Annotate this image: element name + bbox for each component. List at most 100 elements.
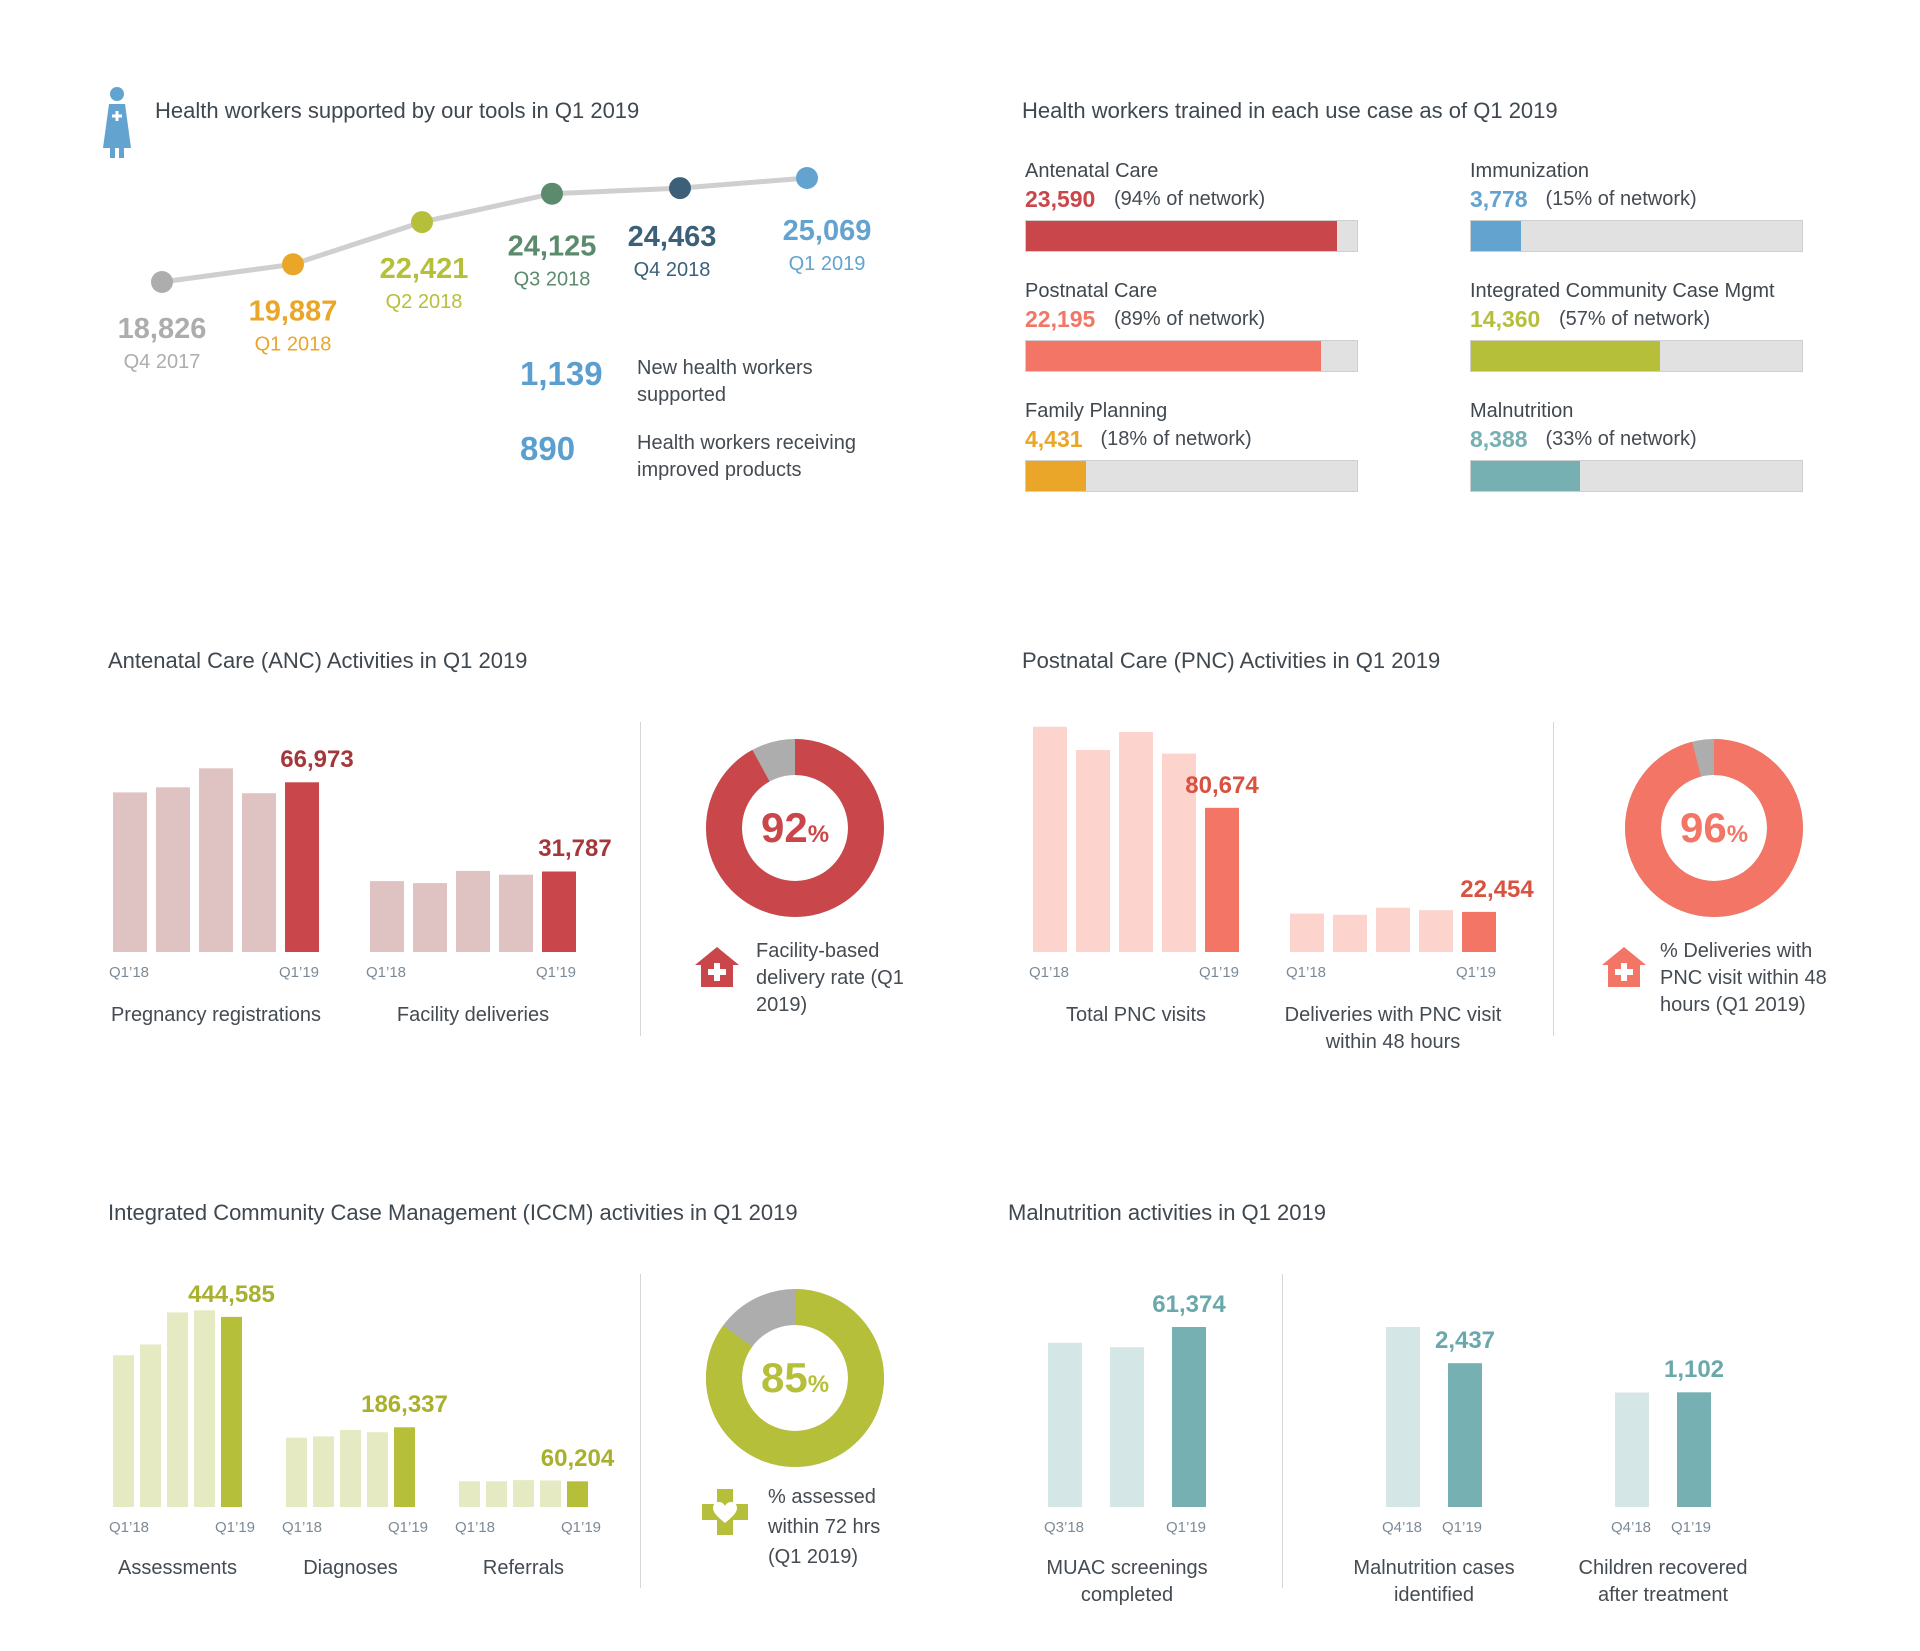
activity-bar [340,1430,361,1507]
anc-divider [640,722,641,1036]
activity-bars [113,768,319,952]
tick-end: Q1’19 [388,1519,429,1536]
new-hw-number: 1,139 [520,355,603,392]
tick-end: Q1’19 [561,1519,602,1536]
use-case-percent: (18% of network) [1100,428,1252,450]
activity-caption: Diagnoses [303,1557,398,1579]
use-case-percent: (94% of network) [1114,188,1266,210]
use-case-name: Immunization [1470,160,1589,182]
activity-bar [285,782,319,952]
tick-start: Q4’18 [1382,1519,1423,1536]
hw-point [282,253,304,276]
donut-note: Facility-based delivery rate (Q1 2019) [756,940,904,1016]
hw-point-value: 18,826 [118,313,207,345]
hw-point [796,167,818,189]
use-case-title: Health workers trained in each use case … [1022,98,1558,123]
use-case-percent: (33% of network) [1545,428,1697,450]
activity-bar [113,1355,134,1507]
activity-bar [459,1481,480,1507]
improved-hw-text: Health workers receiving improved produc… [637,432,856,481]
mal-divider [1282,1274,1283,1588]
activity-bar [1172,1327,1206,1507]
activity-bar [113,792,147,952]
activity-bars [113,1310,242,1507]
tick-end: Q1’19 [1166,1519,1207,1536]
activity-bar [1033,726,1067,952]
activity-bar [486,1481,507,1507]
hw-point-quarter: Q1 2019 [789,253,866,275]
activity-bars [1048,1327,1206,1507]
activity-bar [242,793,276,952]
use-case-name: Integrated Community Case Mgmt [1470,280,1775,302]
donut-percent: 92% [761,804,829,851]
activity-bar [156,787,190,952]
activity-value-label: 2,437 [1434,1327,1496,1355]
donut-percent: 96% [1680,804,1748,851]
use-case-track [1025,340,1358,372]
use-case-fill [1471,341,1660,371]
hw-line-chart: 18,826 Q4 2017 19,887 Q1 2018 22,421 Q2 2018 2… [118,167,871,373]
activity-bar [140,1344,161,1507]
activity-bar [499,874,533,952]
use-case-fill [1471,461,1581,491]
hw-point-quarter: Q4 2017 [124,351,201,373]
activity-caption: Children recovered after treatment [1578,1557,1748,1606]
activity-bar [167,1312,188,1507]
tick-end: Q1’19 [215,1519,256,1536]
activity-bars [1290,907,1496,952]
donut-chart: 96% [1625,739,1803,917]
activity-value-label: 61,374 [1152,1291,1226,1318]
activity-value-label: 1,102 [1663,1356,1725,1384]
activity-bar [542,871,576,952]
activity-bar [513,1480,534,1507]
hw-point [411,211,433,234]
facility-house-icon [1602,947,1646,987]
activity-bar [1048,1342,1082,1507]
activity-value-label: 80,674 [1185,771,1259,799]
activity-bar [1386,1327,1420,1507]
use-case-track [1470,220,1803,252]
activity-value-label: 60,204 [540,1445,615,1473]
activity-caption: Assessments [118,1557,237,1579]
activity-bars [459,1480,588,1507]
use-case-percent: (15% of network) [1545,188,1697,210]
facility-house-icon [695,947,739,987]
activity-bar [1419,910,1453,952]
donut-note: % Deliveries with PNC visit within 48 ho… [1660,940,1827,1016]
activity-bars [1386,1327,1482,1507]
hw-point [151,271,173,293]
activity-value-label: 444,585 [188,1280,275,1308]
activity-value-label: 186,337 [361,1391,448,1419]
activity-caption: Malnutrition cases identified [1353,1557,1515,1606]
tick-start: Q4’18 [1611,1519,1652,1536]
activity-caption: Referrals [482,1557,565,1579]
activity-caption: Facility deliveries [396,1004,550,1026]
activity-bar [286,1437,307,1507]
use-case-percent: (89% of network) [1114,308,1266,330]
activity-bar [367,1432,388,1507]
pnc-divider [1553,722,1554,1036]
tick-start: Q1’18 [109,964,150,981]
tick-start: Q1’18 [282,1519,323,1536]
tick-start: Q1’18 [366,964,407,981]
donut-segment [1625,739,1803,917]
activity-bar [199,768,233,952]
hw-point-value: 24,463 [628,221,717,253]
activity-bar [540,1480,561,1507]
use-case-value: 14,360 [1470,306,1541,332]
hw-point-value: 19,887 [249,295,338,327]
activity-value-label: 22,454 [1460,875,1534,903]
activity-bars [1033,726,1239,952]
iccm-title: Integrated Community Case Management (IC… [108,1200,798,1225]
tick-start: Q1’18 [1029,964,1070,981]
health-worker-icon [103,87,131,158]
hw-point-quarter: Q3 2018 [514,269,591,291]
activity-bar [313,1436,334,1507]
activity-bar [194,1310,215,1507]
activity-bars [370,870,576,952]
hw-point [669,177,691,200]
tick-start: Q1’18 [1286,964,1327,981]
hw-point [541,182,563,205]
activity-bar [1448,1363,1482,1507]
activity-value-label: 31,787 [538,835,612,863]
